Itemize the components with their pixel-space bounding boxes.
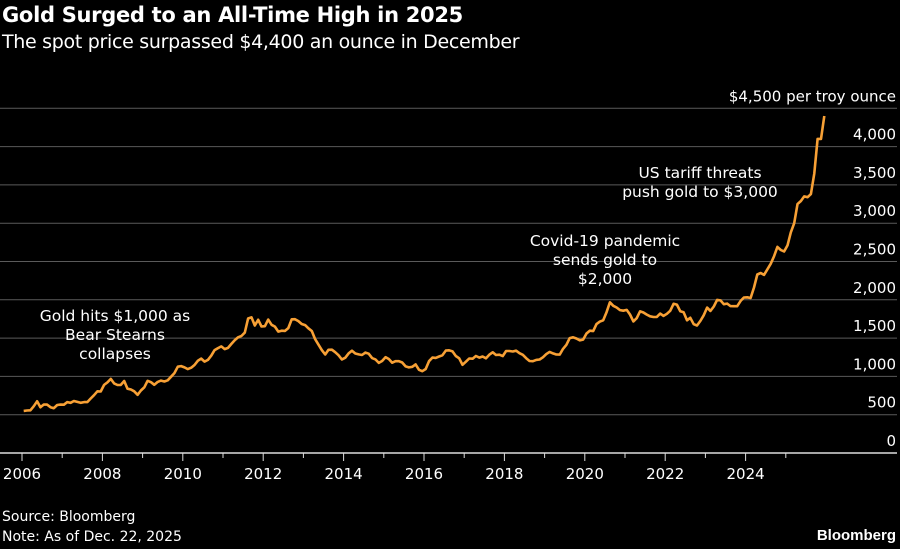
y-tick-label: 500 bbox=[867, 394, 896, 412]
y-tick-label: 1,500 bbox=[853, 317, 896, 335]
y-tick-label: $4,500 per troy ounce bbox=[729, 87, 896, 105]
source-note: Source: Bloomberg bbox=[2, 509, 136, 525]
annotation-text: US tariff threats bbox=[638, 164, 761, 182]
y-tick-label: 4,000 bbox=[853, 126, 896, 144]
y-tick-label: 3,000 bbox=[853, 202, 896, 220]
x-tick-label: 2024 bbox=[727, 465, 765, 483]
x-tick-label: 2018 bbox=[485, 465, 523, 483]
y-tick-label: 2,000 bbox=[853, 279, 896, 297]
annotation-text: push gold to $3,000 bbox=[622, 183, 778, 201]
x-tick-label: 2016 bbox=[405, 465, 443, 483]
x-tick-label: 2012 bbox=[244, 465, 282, 483]
annotation-text: collapses bbox=[79, 345, 151, 363]
x-tick-label: 2006 bbox=[3, 465, 41, 483]
gold-price-line bbox=[23, 115, 826, 413]
annotation-text: Bear Stearns bbox=[65, 326, 165, 344]
y-tick-label: 2,500 bbox=[853, 241, 896, 259]
x-tick-label: 2010 bbox=[164, 465, 202, 483]
date-note: Note: As of Dec. 22, 2025 bbox=[2, 529, 182, 545]
annotation-text: sends gold to bbox=[553, 251, 657, 269]
bloomberg-logo: Bloomberg bbox=[816, 527, 896, 544]
annotation-text: Covid-19 pandemic bbox=[530, 232, 680, 250]
chart-subtitle: The spot price surpassed $4,400 an ounce… bbox=[2, 31, 520, 53]
x-tick-label: 2020 bbox=[566, 465, 604, 483]
chart-title: Gold Surged to an All-Time High in 2025 bbox=[2, 3, 463, 27]
y-tick-label: 0 bbox=[886, 432, 896, 450]
annotation-text: $2,000 bbox=[578, 270, 632, 288]
x-tick-label: 2022 bbox=[646, 465, 684, 483]
x-tick-label: 2008 bbox=[83, 465, 121, 483]
y-tick-label: 3,500 bbox=[853, 164, 896, 182]
x-tick-label: 2014 bbox=[325, 465, 363, 483]
y-tick-label: 1,000 bbox=[853, 355, 896, 373]
annotation-text: Gold hits $1,000 as bbox=[40, 307, 191, 325]
